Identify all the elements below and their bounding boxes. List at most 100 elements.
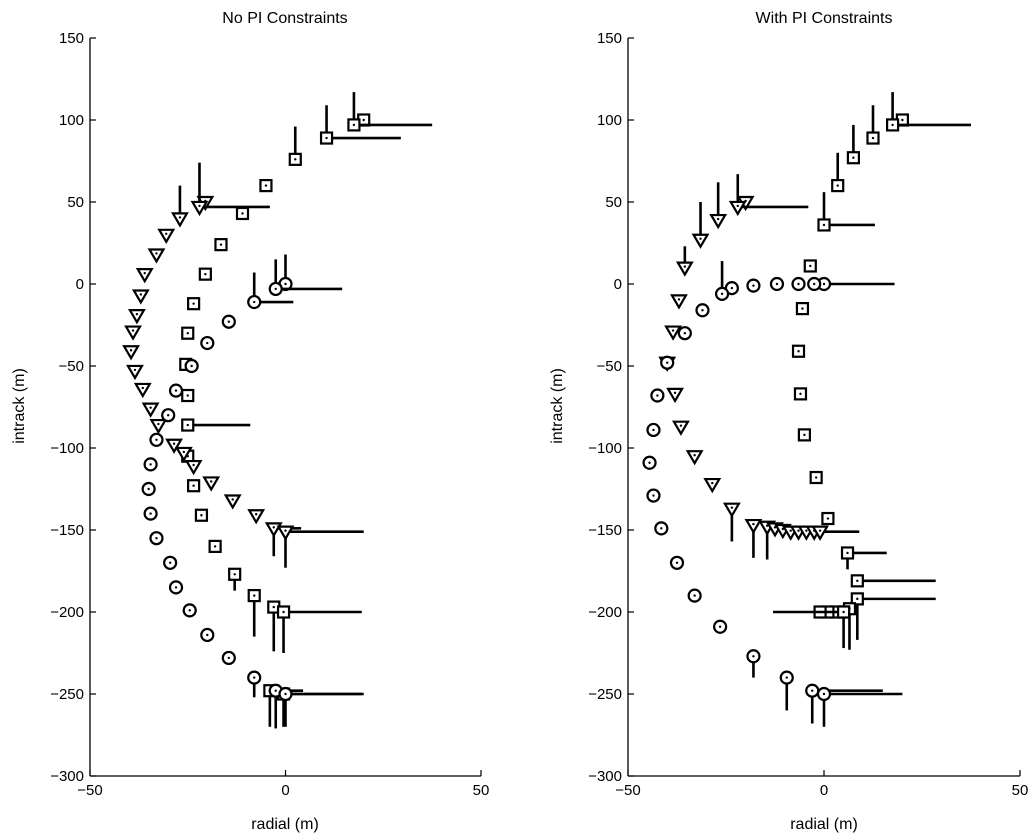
y-axis-label: intrack (m) [549, 368, 566, 444]
point-triangle [691, 233, 710, 249]
point-center-dot [155, 537, 158, 540]
point-triangle [811, 525, 829, 541]
point-center-dot [842, 610, 845, 614]
point-triangle [664, 325, 682, 341]
point-center-dot [167, 414, 170, 417]
point-center-dot [799, 392, 802, 396]
point-center-dot [219, 243, 223, 246]
point-center-dot [660, 527, 663, 530]
y-tick-label: −100 [588, 440, 622, 457]
point-center-dot [190, 364, 193, 368]
point-center-dot [836, 184, 839, 187]
point-center-dot [149, 463, 152, 466]
point-center-dot [677, 298, 681, 301]
point-center-dot [254, 513, 258, 516]
point-triangle [722, 502, 741, 518]
point-center-dot [801, 307, 804, 310]
point-center-dot [186, 332, 189, 335]
point-center-dot [891, 123, 894, 127]
point-center-dot [775, 282, 779, 286]
y-tick-label: −250 [588, 686, 622, 703]
point-triangle [666, 387, 684, 404]
point-center-dot [683, 332, 687, 335]
plot-marks [122, 92, 433, 729]
point-center-dot [683, 265, 687, 268]
point-center-dot [178, 216, 182, 219]
x-tick-label: −50 [615, 782, 640, 799]
plot-axes: −300 −250 −200 −150 −100 −50 0 50 100 150 −50 0 50 [50, 30, 489, 799]
point-triangle [276, 525, 295, 541]
point-center-dot [752, 655, 755, 658]
point-center-dot [325, 136, 328, 140]
point-center-dot [227, 656, 231, 660]
point-center-dot [204, 272, 207, 276]
y-tick-label: 50 [67, 194, 84, 211]
point-triangle [131, 289, 150, 305]
chart-title: No PI Constraints [222, 10, 347, 27]
y-axis-label: intrack (m) [11, 368, 28, 444]
point-center-dot [186, 423, 189, 427]
point-center-dot [200, 514, 203, 517]
point-center-dot [652, 428, 655, 432]
x-axis-label: radial (m) [790, 816, 858, 833]
point-center-dot [174, 389, 178, 392]
point-center-dot [233, 573, 236, 576]
point-center-dot [274, 689, 277, 692]
point-center-dot [675, 561, 679, 564]
point-center-dot [272, 605, 275, 609]
y-tick-label: −50 [59, 358, 84, 375]
point-center-dot [699, 237, 702, 240]
point-triangle [128, 309, 146, 325]
point-center-dot [811, 689, 814, 692]
point-center-dot [693, 454, 696, 457]
point-triangle [135, 268, 154, 284]
point-triangle [703, 477, 722, 494]
point-center-dot [656, 394, 659, 397]
point-center-dot [147, 487, 150, 491]
point-center-dot [826, 517, 830, 520]
point-center-dot [253, 300, 256, 304]
point-center-dot [206, 341, 209, 345]
point-center-dot [711, 481, 714, 485]
panel-left: No PI Constraints radial (m) intrack (m)… [11, 10, 489, 833]
point-center-dot [231, 498, 234, 501]
point-center-dot [822, 223, 826, 227]
point-center-dot [736, 204, 739, 208]
point-center-dot [182, 450, 186, 454]
point-center-dot [253, 676, 256, 679]
point-center-dot [133, 368, 137, 372]
point-triangle [728, 200, 747, 217]
point-center-dot [241, 212, 244, 215]
x-tick-label: 50 [473, 782, 490, 799]
plot-marks [642, 92, 971, 727]
chart-title: With PI Constraints [756, 10, 893, 27]
point-triangle [165, 438, 183, 454]
point-center-dot [752, 284, 755, 287]
point-triangle [133, 382, 152, 399]
y-tick-label: 150 [597, 30, 622, 47]
point-center-dot [155, 252, 158, 255]
point-center-dot [272, 526, 275, 529]
point-center-dot [818, 529, 822, 532]
x-tick-label: 0 [281, 782, 289, 799]
point-center-dot [797, 529, 800, 532]
point-center-dot [809, 264, 812, 268]
y-tick-label: −150 [50, 522, 84, 539]
y-tick-label: −200 [50, 604, 84, 621]
y-tick-label: 0 [76, 276, 84, 293]
point-center-dot [165, 232, 168, 235]
point-center-dot [856, 579, 859, 583]
point-center-dot [192, 302, 195, 305]
point-triangle [122, 345, 140, 361]
point-triangle [141, 402, 160, 418]
point-center-dot [282, 610, 285, 614]
point-center-dot [852, 156, 855, 159]
point-center-dot [284, 282, 287, 286]
point-center-dot [822, 692, 826, 696]
point-center-dot [274, 287, 277, 291]
point-triangle [670, 294, 688, 310]
point-center-dot [652, 494, 655, 497]
point-center-dot [168, 561, 172, 564]
point-center-dot [129, 349, 133, 352]
point-triangle [126, 364, 144, 381]
